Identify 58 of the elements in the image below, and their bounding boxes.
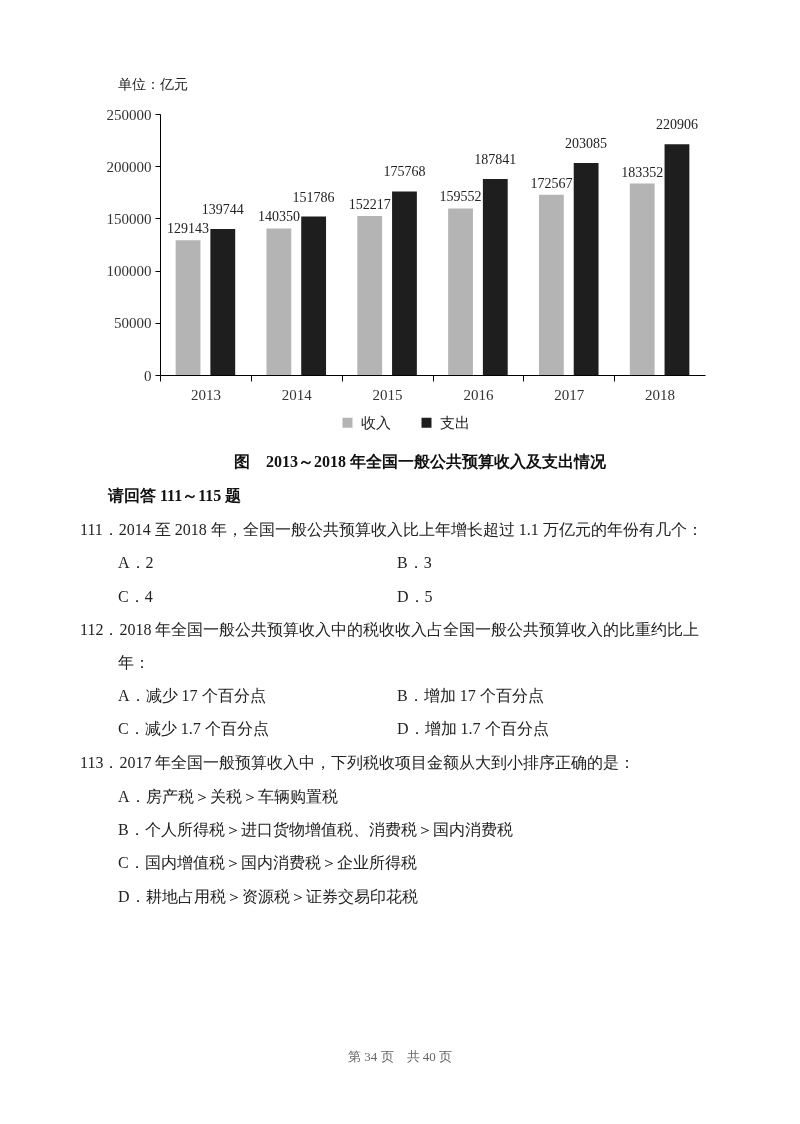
y-tick-label: 50000 xyxy=(114,315,152,332)
bar xyxy=(392,191,417,375)
x-tick-label: 2017 xyxy=(554,386,585,403)
bar xyxy=(357,216,383,375)
bar xyxy=(538,194,564,375)
bar xyxy=(448,208,473,375)
bar xyxy=(210,229,236,375)
legend-label: 收入 xyxy=(361,413,391,432)
data-label: 159552 xyxy=(439,189,482,205)
data-label: 203085 xyxy=(565,135,608,151)
text: A．2 xyxy=(118,554,154,571)
y-tick-label: 0 xyxy=(144,367,152,384)
bar xyxy=(175,240,201,375)
text: D．5 xyxy=(397,588,433,605)
x-tick-label: 2018 xyxy=(645,386,676,403)
text: 请回答 111～115 题 xyxy=(107,487,242,504)
x-tick-label: 2015 xyxy=(372,386,403,403)
text: B．增加 17 个百分点 xyxy=(397,687,544,704)
data-label: 129143 xyxy=(167,221,210,237)
text: B．个人所得税＞进口货物增值税、消费税＞国内消费税 xyxy=(118,821,513,838)
text: A．减少 17 个百分点 xyxy=(118,687,266,704)
data-label: 172567 xyxy=(530,175,573,191)
bar xyxy=(482,178,508,375)
bar xyxy=(664,144,690,375)
bar xyxy=(301,216,327,375)
y-tick-label: 100000 xyxy=(106,263,152,280)
bar xyxy=(629,183,655,375)
data-label: 140350 xyxy=(257,209,300,225)
bar xyxy=(266,228,292,375)
text: 第 34 页 共 40 页 xyxy=(348,1049,452,1064)
data-label: 152217 xyxy=(348,197,391,213)
text: 113．2017 年全国一般预算收入中，下列税收项目金额从大到小排序正确的是： xyxy=(80,754,636,771)
text: C．减少 1.7 个百分点 xyxy=(118,720,269,737)
text: B．3 xyxy=(397,554,432,571)
x-tick-label: 2013 xyxy=(190,386,221,403)
bar xyxy=(573,162,599,375)
data-label: 183352 xyxy=(621,164,664,180)
text: A．房产税＞关税＞车辆购置税 xyxy=(118,788,338,805)
legend-label: 支出 xyxy=(440,413,470,432)
y-tick-label: 250000 xyxy=(106,106,152,123)
y-axis-title: 单位：亿元 xyxy=(118,77,188,92)
data-label: 139744 xyxy=(201,202,244,218)
text: 图 2013～2018 年全国一般公共预算收入及支出情况 xyxy=(234,453,607,470)
text: 111．2014 至 2018 年，全国一般公共预算收入比上年增长超过 1.1 万亿元的年份有几个： xyxy=(80,521,703,538)
text: D．增加 1.7 个百分点 xyxy=(397,720,549,737)
data-label: 151786 xyxy=(292,189,335,205)
text: C．4 xyxy=(118,588,153,605)
data-label: 175768 xyxy=(383,164,426,180)
text: D．耕地占用税＞资源税＞证券交易印花税 xyxy=(118,888,418,905)
text: 112．2018 年全国一般公共预算收入中的税收收入占全国一般公共预算收入的比重约比上 xyxy=(80,621,700,638)
data-label: 220906 xyxy=(655,117,698,133)
y-tick-label: 200000 xyxy=(106,158,152,175)
data-label: 187841 xyxy=(474,151,517,167)
text: C．国内增值税＞国内消费税＞企业所得税 xyxy=(118,854,417,871)
x-tick-label: 2014 xyxy=(281,386,313,403)
y-tick-label: 150000 xyxy=(106,210,152,227)
text: 年： xyxy=(118,654,150,671)
x-tick-label: 2016 xyxy=(463,386,494,403)
